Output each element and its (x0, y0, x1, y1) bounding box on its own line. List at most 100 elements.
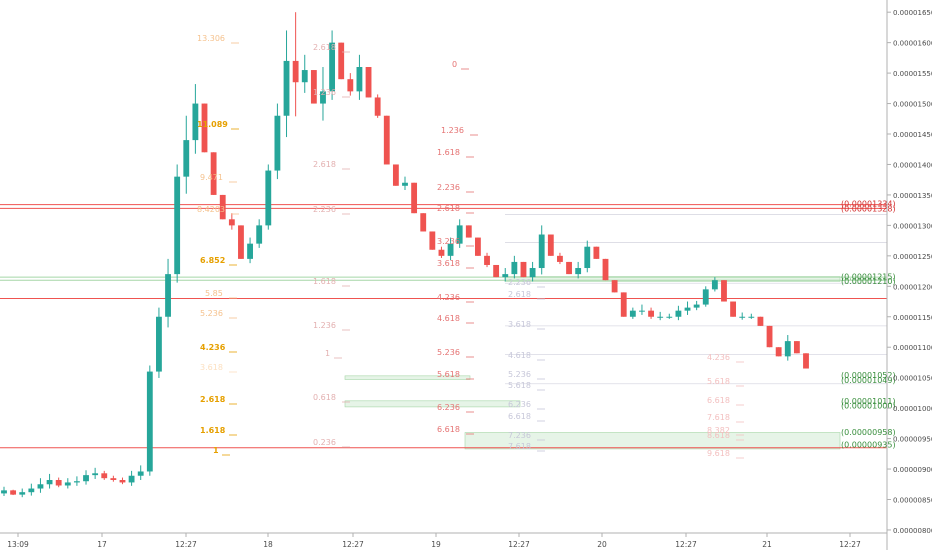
candle-body[interactable] (274, 115, 281, 171)
candle-body[interactable] (538, 234, 545, 269)
candle-body[interactable] (347, 79, 354, 92)
candle-body[interactable] (721, 280, 727, 302)
candle-body[interactable] (438, 249, 445, 256)
candle-body[interactable] (584, 246, 591, 269)
candle-body[interactable] (429, 231, 436, 250)
candle-body[interactable] (320, 91, 326, 104)
candle-body[interactable] (484, 255, 490, 265)
candle-body[interactable] (283, 60, 290, 116)
candle-body[interactable] (611, 280, 618, 293)
candle-body[interactable] (465, 225, 472, 238)
candle-body[interactable] (629, 310, 636, 317)
candle-body[interactable] (329, 42, 336, 92)
fib-label: 1 (325, 349, 330, 358)
candle-body[interactable] (675, 310, 682, 317)
candle-body[interactable] (502, 274, 509, 278)
candle-body[interactable] (37, 484, 44, 489)
candle-body[interactable] (620, 292, 627, 317)
candle-body[interactable] (219, 194, 226, 220)
candle-body[interactable] (657, 316, 664, 318)
candle-body[interactable] (55, 480, 62, 486)
candle-body[interactable] (92, 473, 99, 476)
candle-body[interactable] (547, 234, 554, 256)
candle-body[interactable] (183, 140, 190, 177)
candle-body[interactable] (666, 316, 673, 318)
candles[interactable] (1, 12, 809, 498)
candle-body[interactable] (456, 225, 463, 244)
candle-body[interactable] (119, 480, 126, 483)
candle-body[interactable] (101, 473, 108, 479)
candle-body[interactable] (265, 170, 272, 226)
candle-body[interactable] (128, 475, 135, 483)
candle-body[interactable] (775, 347, 782, 357)
candle-body[interactable] (593, 246, 600, 259)
candle-body[interactable] (411, 182, 418, 214)
candle-body[interactable] (174, 176, 181, 275)
candle-body[interactable] (757, 316, 764, 326)
candle-body[interactable] (238, 225, 244, 259)
candle-body[interactable] (803, 353, 809, 369)
candle-body[interactable] (392, 164, 399, 186)
candle-body[interactable] (365, 67, 372, 98)
candle-body[interactable] (566, 261, 572, 275)
candle-body[interactable] (137, 471, 144, 476)
candle-body[interactable] (310, 70, 317, 104)
candle-body[interactable] (156, 316, 162, 372)
candle-body[interactable] (374, 97, 381, 116)
candle-body[interactable] (748, 316, 755, 318)
candle-body[interactable] (210, 152, 217, 195)
candle-body[interactable] (602, 258, 609, 281)
candle-body[interactable] (693, 304, 700, 308)
candle-body[interactable] (474, 237, 481, 256)
candle-body[interactable] (493, 264, 500, 278)
candle-body[interactable] (356, 67, 363, 92)
candle-body[interactable] (73, 481, 80, 483)
candle-body[interactable] (447, 243, 454, 256)
candle-body[interactable] (575, 268, 582, 275)
y-axis-tick-label: 0.00000950 (893, 436, 932, 444)
candle-body[interactable] (146, 371, 153, 472)
candle-body[interactable] (83, 475, 89, 482)
candle-body[interactable] (529, 268, 536, 278)
candle-body[interactable] (639, 310, 645, 312)
candle-body[interactable] (793, 341, 800, 354)
fib-label: 5.236 (508, 370, 531, 379)
fib-label: 2.618 (200, 395, 226, 404)
candle-body[interactable] (520, 261, 527, 278)
candle-body[interactable] (247, 243, 253, 259)
price-tag-label: (0.00001210) (841, 277, 896, 286)
candle-body[interactable] (766, 325, 773, 348)
candle-body[interactable] (28, 488, 35, 493)
candle-body[interactable] (402, 182, 408, 186)
candle-body[interactable] (648, 310, 654, 317)
candle-body[interactable] (684, 307, 691, 311)
candle-body[interactable] (711, 280, 718, 290)
candle-body[interactable] (19, 492, 26, 495)
candle-body[interactable] (420, 213, 427, 232)
candle-body[interactable] (256, 225, 263, 244)
candle-body[interactable] (557, 255, 563, 262)
candle-body[interactable] (511, 261, 518, 275)
candle-body[interactable] (46, 480, 53, 485)
candle-body[interactable] (1, 490, 7, 494)
candle-body[interactable] (739, 316, 746, 318)
candle-body[interactable] (165, 274, 171, 317)
candle-body[interactable] (383, 115, 390, 165)
candle-body[interactable] (292, 60, 299, 83)
candle-body[interactable] (730, 301, 737, 317)
candle-body[interactable] (338, 42, 345, 80)
candle-body[interactable] (192, 103, 199, 141)
candle-body[interactable] (784, 341, 791, 357)
x-axis-tick-label: 12:27 (342, 540, 364, 549)
candle-body[interactable] (110, 478, 117, 481)
candle-body[interactable] (301, 70, 308, 83)
candle-body[interactable] (64, 482, 71, 486)
price-tag-label: (0.00001049) (841, 376, 896, 385)
candle-body[interactable] (201, 103, 208, 153)
candle-body[interactable] (228, 219, 235, 226)
fib-label: 8.382 (707, 426, 730, 435)
candle-body[interactable] (702, 289, 709, 305)
candle-body[interactable] (10, 490, 17, 495)
